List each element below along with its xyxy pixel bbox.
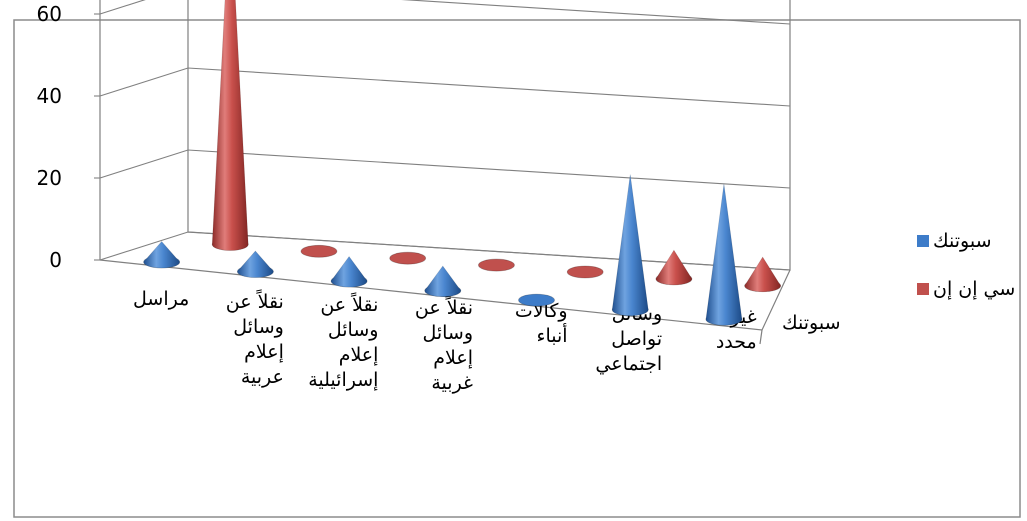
cone-marks (143, 0, 782, 326)
category-label-line: وسائل (422, 322, 473, 344)
category-label-line: اجتماعي (595, 353, 662, 375)
chart-area-border (13, 19, 1021, 518)
category-label-line: نقلاً عن (226, 289, 284, 313)
side-wall (99, 0, 101, 260)
cnn-cone (655, 249, 693, 286)
cnn-cone (389, 251, 427, 265)
legend-item: سبوتنك (917, 230, 992, 252)
category-label-line: وسائل (328, 319, 379, 341)
legend-swatch (917, 283, 929, 295)
legend-label: سبوتنك (933, 230, 992, 252)
category-label-line: نقلاً عن (320, 292, 378, 316)
cnn-cone (211, 0, 249, 251)
sputnik-cone (236, 250, 274, 278)
category-label-line: إسرائيلية (308, 369, 378, 392)
legend-item: سي إن إن (917, 278, 1015, 301)
y-tick-label: 0 (49, 248, 62, 272)
legend-label: سي إن إن (933, 278, 1015, 301)
category-label-line: وسائل (233, 316, 284, 338)
legend-swatch (917, 235, 929, 247)
y-tick-label: 40 (37, 84, 62, 108)
cnn-cone (478, 258, 515, 272)
gridline (99, 67, 791, 107)
sputnik-cone (424, 265, 462, 298)
sputnik-cone (518, 293, 555, 307)
sputnik-cone (705, 183, 743, 326)
sputnik-cone (611, 174, 649, 317)
category-label-line: محدد (716, 331, 757, 353)
category-label-line: غربية (431, 372, 473, 394)
cnn-cone (300, 244, 338, 258)
floor-corner-tick (759, 329, 763, 345)
gridline (99, 0, 791, 25)
depth-axis-label: سبوتنك (782, 312, 841, 334)
category-label-line: عربية (241, 366, 284, 388)
category-label-line: إعلام (244, 341, 284, 364)
cnn-cone (744, 256, 782, 293)
category-label-line: مراسل (133, 288, 189, 310)
gridline (99, 149, 791, 189)
category-label-line: إعلام (433, 347, 473, 370)
legend: سبوتنك سي إن إن (917, 230, 1015, 301)
sputnik-cone (330, 255, 368, 288)
category-label-line: تواصل (611, 328, 662, 350)
cnn-cone (566, 265, 604, 279)
gridline (99, 231, 791, 271)
category-label-line: نقلاً عن (415, 295, 473, 319)
y-axis-ticks: 020406080 (37, 2, 62, 272)
category-label-line: أنباء (537, 323, 568, 347)
category-label-line: وكالات (515, 300, 568, 322)
y-tick-label: 20 (37, 166, 62, 190)
y-tick-label: 60 (37, 2, 62, 26)
sputnik-cone (143, 241, 181, 269)
category-label-line: إعلام (339, 344, 379, 367)
category-label: مراسل (133, 288, 189, 310)
gridlines (94, 0, 791, 271)
